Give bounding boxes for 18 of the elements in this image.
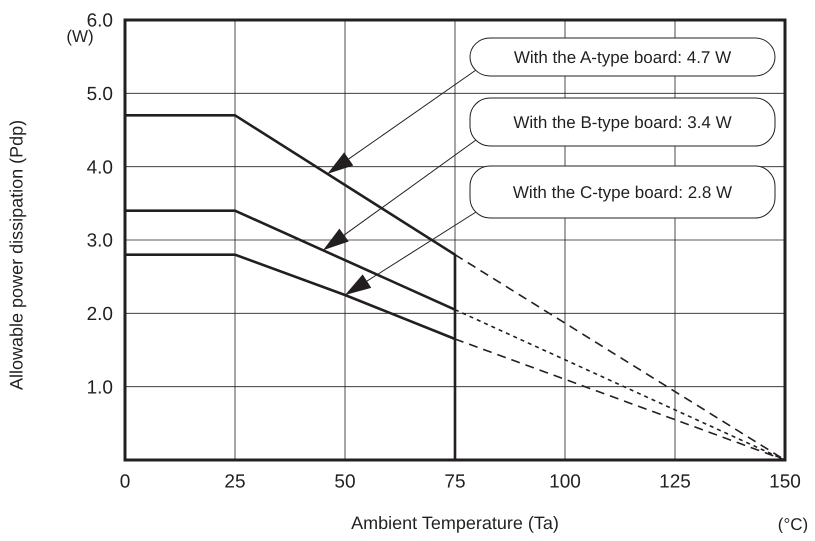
- x-tick-label: 50: [334, 471, 356, 492]
- annotation: With the B-type board: 3.4 W: [513, 113, 732, 132]
- y-tick-label: 5.0: [86, 84, 113, 106]
- y-tick-label: 3.0: [86, 230, 113, 252]
- y-tick-label: 4.0: [86, 157, 113, 178]
- x-tick-label: 100: [549, 471, 581, 492]
- x-tick-label: 125: [659, 471, 691, 492]
- annotation: With the A-type board: 4.7 W: [514, 48, 732, 67]
- annotation: With the C-type board: 2.8 W: [512, 183, 732, 202]
- x-tick-label: 25: [224, 471, 246, 492]
- x-axis-title: Ambient Temperature (Ta): [351, 513, 559, 533]
- y-axis-title: Allowable power dissipation (Pdp): [6, 120, 26, 390]
- text: (W): [66, 27, 94, 46]
- x-tick-label: 0: [120, 471, 130, 492]
- y-tick-label: 1.0: [86, 377, 113, 398]
- x-tick-label: 150: [769, 471, 801, 492]
- y-tick-label: 2.0: [86, 304, 113, 326]
- x-tick-label: 75: [444, 471, 466, 492]
